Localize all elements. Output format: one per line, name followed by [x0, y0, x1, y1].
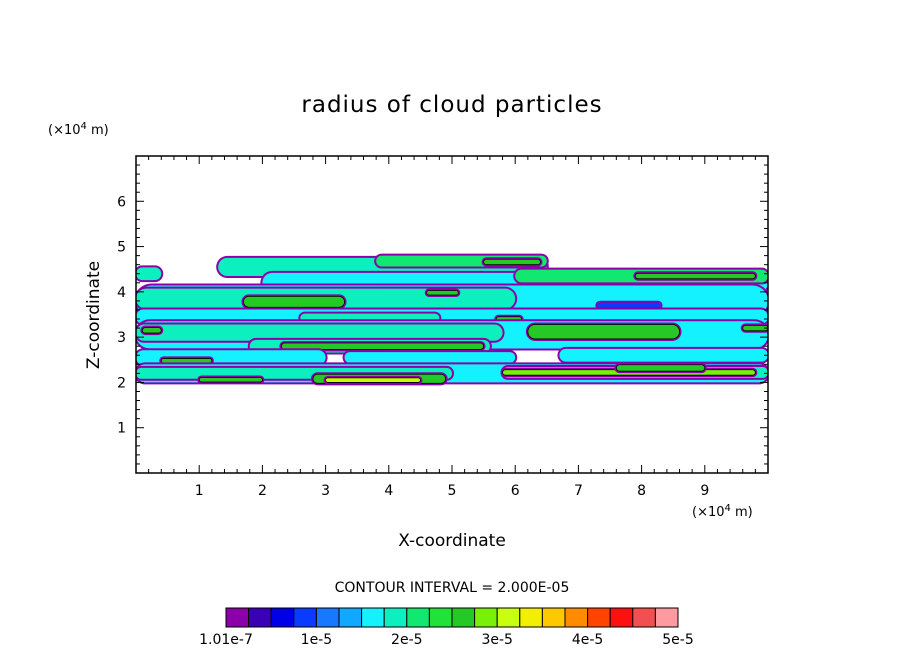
x-tick-label: 1: [195, 483, 204, 499]
y-unit-tail: m): [87, 123, 109, 138]
colorbar-swatch: [564, 607, 589, 628]
cloud-band: [280, 342, 484, 350]
x-tick-label: 3: [321, 483, 330, 499]
colorbar-swatch: [609, 607, 634, 628]
y-tick-label: 3: [117, 330, 126, 346]
x-axis-label: X-coordinate: [398, 531, 506, 551]
colorbar-swatch: [428, 607, 453, 628]
colorbar-swatch: [315, 607, 340, 628]
colorbar-swatch: [496, 607, 521, 628]
colorbar-swatch: [293, 607, 317, 628]
colorbar-swatch: [406, 607, 430, 628]
colorbar-swatch: [519, 607, 543, 628]
y-unit-base: (×10: [48, 123, 81, 138]
cloud-band: [634, 272, 756, 280]
x-tick-label: 5: [448, 483, 457, 499]
colorbar-swatch: [248, 607, 272, 628]
cloud-field: [136, 253, 768, 386]
y-axis-label: Z-coordinate: [84, 261, 104, 369]
colorbar-swatch: [270, 607, 295, 628]
cloud-band: [344, 352, 516, 363]
x-unit-label: (×104 m): [692, 503, 753, 520]
colorbar-swatch: [361, 607, 385, 628]
x-tick-label: 9: [700, 483, 709, 499]
y-tick-label: 1: [117, 421, 126, 437]
cloud-band: [615, 364, 706, 372]
y-tick-label: 4: [117, 285, 126, 301]
x-axis: 1 2 3 4 5 6 7 8 9: [135, 156, 769, 499]
cloud-band: [527, 324, 680, 340]
x-unit-tail: m): [731, 505, 753, 520]
cloud-band: [483, 258, 541, 266]
contour-interval-label: CONTOUR INTERVAL = 2.000E-05: [335, 580, 570, 596]
cloud-band: [559, 348, 768, 362]
cloud-band: [243, 295, 345, 308]
colorbar-swatch: [541, 607, 566, 628]
cloud-band: [597, 302, 661, 309]
y-unit-label: (×104 m): [48, 121, 109, 138]
y-axis: 1 2 3 4 5 6: [117, 155, 768, 474]
x-unit-base: (×10: [692, 505, 725, 520]
y-tick-label: 2: [117, 375, 126, 391]
x-tick-label: 6: [511, 483, 520, 499]
colorbar-label: 4e-5: [572, 632, 603, 648]
colorbar-label: 5e-5: [662, 632, 693, 648]
cloud-band: [325, 377, 421, 383]
colorbar-swatch: [632, 607, 656, 628]
x-tick-label: 7: [574, 483, 583, 499]
colorbar-swatch: [338, 607, 363, 628]
cloud-band: [136, 267, 162, 281]
colorbar-swatch: [474, 607, 498, 628]
colorbar-labels: 1.01e-7 1e-5 2e-5 3e-5 4e-5 5e-5: [199, 632, 694, 648]
cloud-band: [426, 290, 459, 296]
colorbar: [225, 607, 679, 628]
y-unit-exp: 4: [81, 121, 87, 132]
y-tick-label: 5: [117, 240, 126, 256]
cloud-band: [198, 377, 263, 383]
x-unit-exp: 4: [725, 503, 731, 514]
cloud-band: [136, 324, 503, 341]
colorbar-swatch: [654, 607, 679, 628]
x-tick-label: 4: [384, 483, 393, 499]
colorbar-label: 1.01e-7: [199, 632, 253, 648]
colorbar-label: 1e-5: [301, 632, 332, 648]
x-tick-label: 8: [637, 483, 646, 499]
x-tick-label: 2: [258, 483, 267, 499]
y-tick-label: 6: [117, 194, 126, 210]
colorbar-swatch: [383, 607, 408, 628]
colorbar-label: 3e-5: [481, 632, 512, 648]
chart-title: radius of cloud particles: [301, 92, 602, 118]
colorbar-swatch: [225, 607, 250, 628]
cloud-band: [141, 327, 162, 334]
colorbar-label: 2e-5: [391, 632, 422, 648]
colorbar-swatch: [451, 607, 476, 628]
colorbar-swatch: [587, 607, 611, 628]
cloud-band: [160, 358, 213, 364]
